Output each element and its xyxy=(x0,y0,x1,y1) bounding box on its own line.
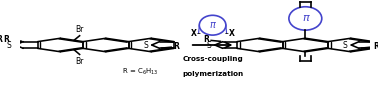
Text: R: R xyxy=(203,35,209,44)
Text: S: S xyxy=(206,41,211,50)
Text: S: S xyxy=(342,41,347,50)
Text: Br: Br xyxy=(76,57,84,66)
Text: R: R xyxy=(174,42,180,51)
Text: R: R xyxy=(0,35,3,44)
Text: S: S xyxy=(7,41,11,50)
Text: S: S xyxy=(143,41,148,50)
Text: π: π xyxy=(210,20,215,30)
Text: R = C$_6$H$_{13}$: R = C$_6$H$_{13}$ xyxy=(122,67,158,77)
Text: polymerization: polymerization xyxy=(182,71,243,77)
Text: R: R xyxy=(3,35,9,44)
Text: Cross-coupling: Cross-coupling xyxy=(182,56,243,61)
Text: –: – xyxy=(225,29,229,38)
Text: R: R xyxy=(373,42,378,51)
Text: X: X xyxy=(229,29,235,38)
Text: –: – xyxy=(197,29,201,38)
Text: X: X xyxy=(191,29,196,38)
Text: π: π xyxy=(302,13,309,23)
Text: Br: Br xyxy=(76,25,84,34)
